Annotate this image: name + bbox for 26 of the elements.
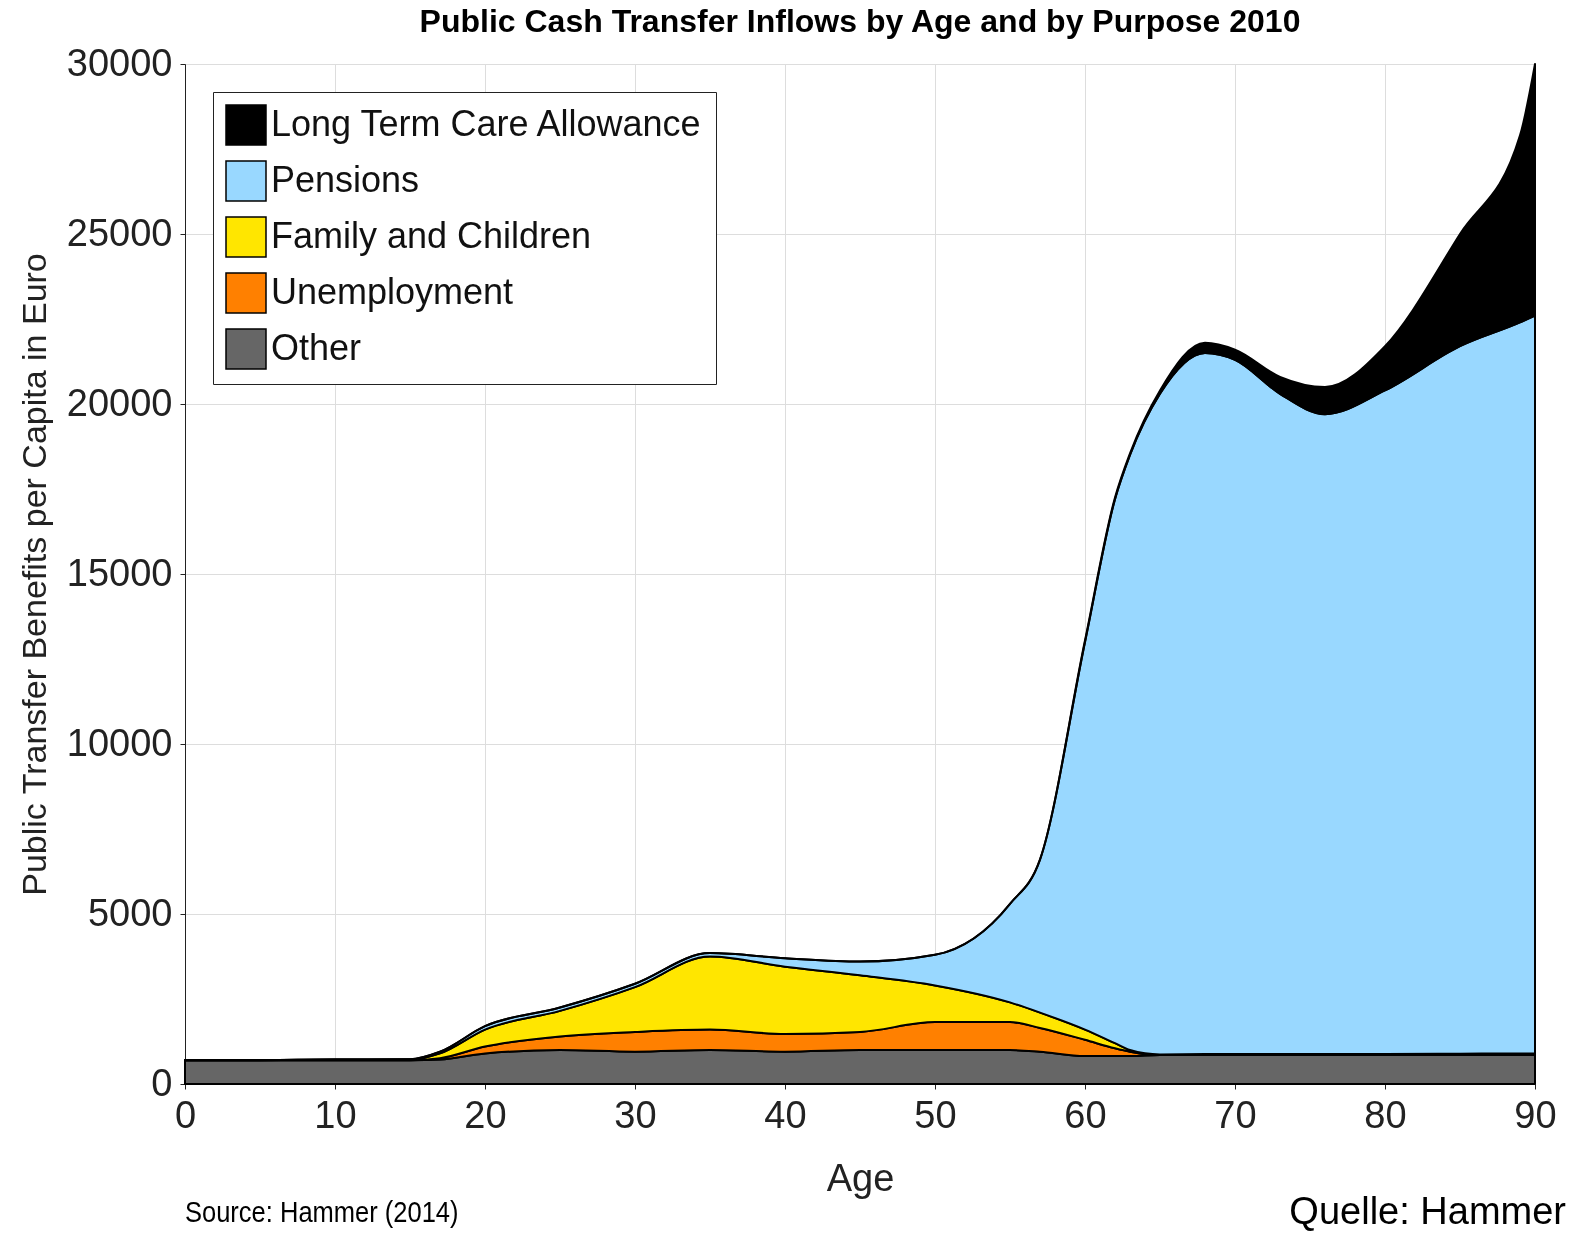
y-tick-label: 30000 (66, 41, 173, 84)
legend-label: Pensions (271, 159, 420, 200)
x-tick-label: 10 (314, 1093, 357, 1136)
source-note: Source: Hammer (2014) (185, 1195, 459, 1229)
x-tick-label: 90 (1514, 1093, 1557, 1136)
x-tick-label: 60 (1064, 1093, 1107, 1136)
y-axis-title: Public Transfer Benefits per Capita in Euro (14, 253, 53, 896)
x-tick-label: 50 (914, 1093, 957, 1136)
y-tick-label: 5000 (87, 891, 173, 934)
x-tick-label: 30 (614, 1093, 657, 1136)
x-tick-label: 40 (764, 1093, 807, 1136)
legend-label: Family and Children (271, 215, 592, 256)
legend-label: Other (271, 327, 362, 368)
x-axis-title: Age (826, 1156, 895, 1199)
legend-label: Unemployment (271, 271, 514, 312)
y-tick-label: 0 (151, 1061, 173, 1104)
x-tick-label: 70 (1214, 1093, 1257, 1136)
y-tick-label: 15000 (66, 551, 173, 594)
x-tick-label: 80 (1364, 1093, 1407, 1136)
y-tick-label: 25000 (66, 211, 173, 254)
legend-label: Long Term Care Allowance (271, 103, 701, 144)
chart-title: Public Cash Transfer Inflows by Age and by Purpose 2010 (419, 3, 1301, 39)
source-note: Quelle: Hammer (1289, 1190, 1566, 1233)
y-tick-label: 10000 (66, 721, 173, 764)
y-tick-label: 20000 (66, 381, 173, 424)
x-tick-label: 20 (464, 1093, 507, 1136)
